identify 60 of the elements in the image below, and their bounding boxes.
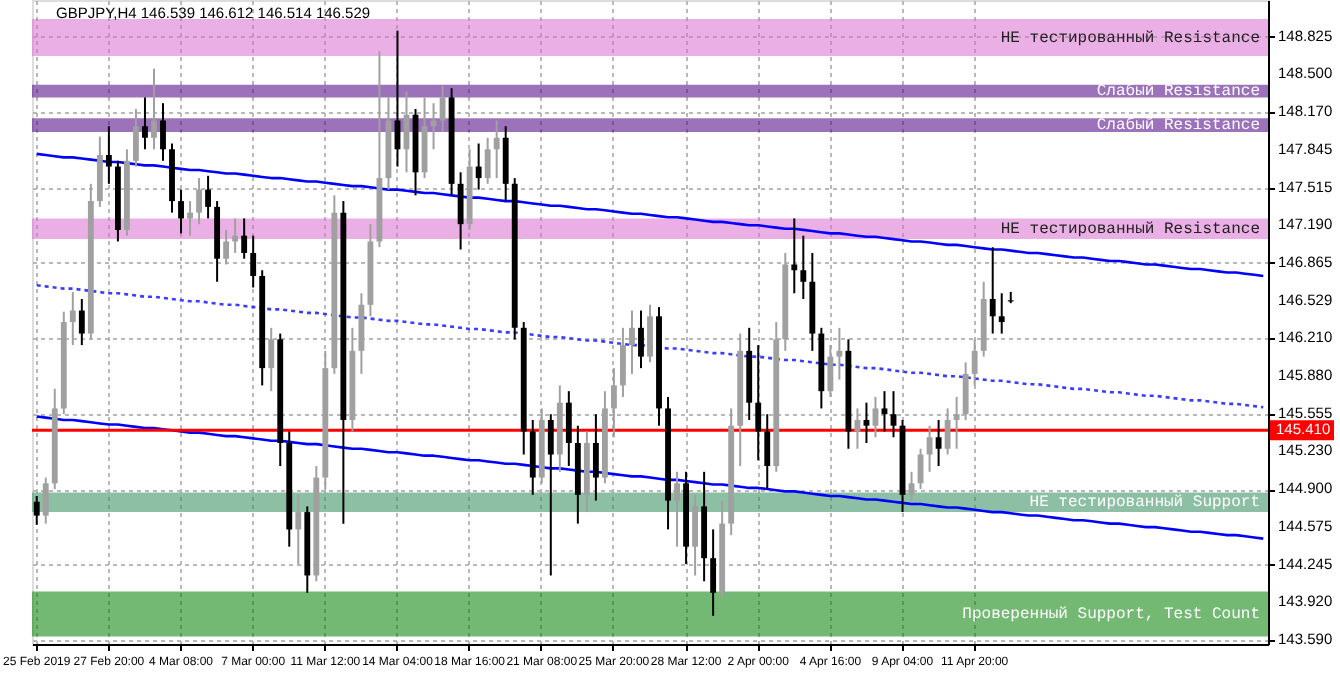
candlestick — [529, 418, 536, 496]
candlestick — [547, 413, 554, 577]
band-label: Проверенный Support, Test Count — [962, 606, 1260, 625]
candlestick — [971, 338, 978, 387]
candlestick — [223, 228, 230, 266]
band-label: Слабый Resistance — [1096, 117, 1261, 136]
candlestick — [457, 171, 464, 251]
candlestick — [96, 135, 103, 208]
candlestick — [592, 413, 599, 502]
candlestick — [998, 292, 1005, 335]
candlestick — [629, 309, 635, 375]
candlestick — [178, 188, 184, 235]
candlestick — [241, 217, 248, 260]
candlestick — [33, 494, 40, 526]
candlestick — [268, 326, 275, 393]
candlestick — [836, 326, 843, 381]
candlestick — [647, 303, 653, 364]
candlestick — [484, 136, 491, 185]
candlestick — [953, 395, 960, 450]
candlestick — [69, 291, 76, 347]
candlestick — [620, 326, 626, 398]
candlestick — [827, 344, 834, 398]
candlestick — [196, 177, 202, 226]
candlestick — [674, 470, 680, 548]
candlestick — [439, 84, 446, 133]
candlestick — [755, 344, 762, 462]
candlestick — [42, 476, 49, 525]
candlestick — [160, 102, 166, 162]
candlestick — [854, 407, 861, 450]
candlestick — [358, 292, 365, 375]
line-series — [35, 415, 1265, 540]
candlestick — [565, 390, 572, 468]
band-label: НЕ тестированный Resistance — [1000, 220, 1261, 239]
candlestick — [250, 234, 257, 289]
candlestick — [692, 493, 699, 577]
candlestick — [800, 234, 807, 301]
candlestick — [151, 67, 157, 151]
candlestick — [133, 107, 139, 168]
candlestick — [295, 493, 302, 565]
candlestick — [205, 174, 212, 220]
candlestick — [944, 407, 951, 456]
candlestick — [962, 361, 969, 421]
candlestick — [791, 217, 798, 295]
band-label: НЕ тестированный Resistance — [1000, 29, 1261, 48]
candlestick — [502, 125, 509, 203]
line-series — [35, 152, 1265, 278]
candlestick — [638, 309, 644, 370]
candlestick — [764, 413, 771, 491]
candlestick — [105, 125, 112, 185]
candlestick — [493, 119, 500, 180]
candlestick — [935, 418, 942, 468]
candlestick — [610, 367, 617, 439]
candlestick — [142, 96, 148, 151]
band-label: Слабый Resistance — [1096, 83, 1261, 102]
candlestick — [926, 424, 933, 473]
candlestick — [78, 298, 85, 347]
candlestick — [475, 142, 482, 191]
band-label: НЕ тестированный Support — [1029, 494, 1260, 513]
candlestick — [710, 528, 717, 617]
candlestick — [989, 246, 996, 335]
